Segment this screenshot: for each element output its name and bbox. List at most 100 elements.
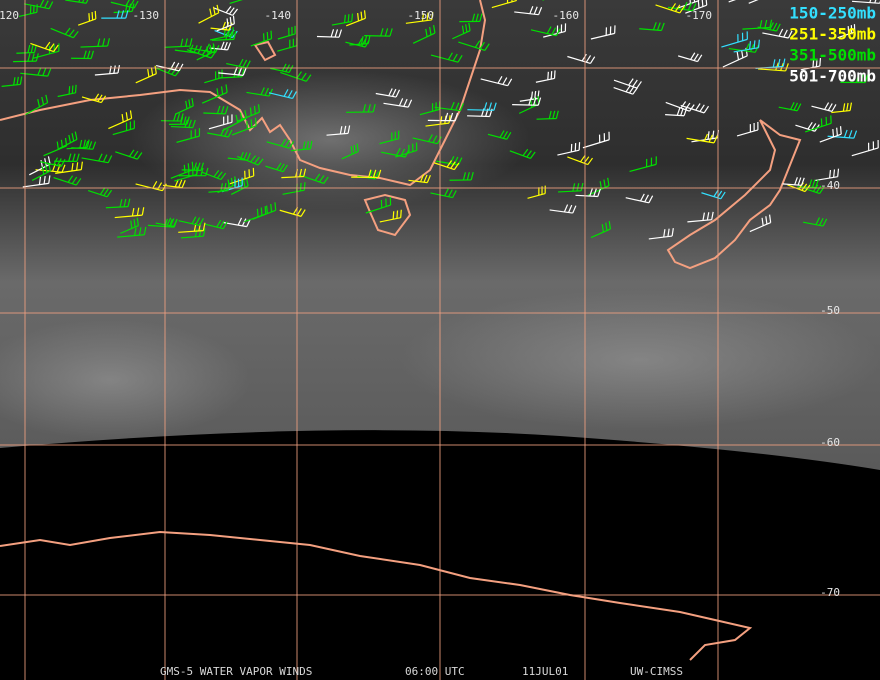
- barb-flag: [224, 128, 229, 137]
- wind-barb: [575, 188, 601, 198]
- barb-flag: [94, 10, 97, 19]
- barb-flag: [19, 76, 23, 85]
- barb-flag: [60, 159, 66, 167]
- coastline: [253, 40, 277, 62]
- barb-flag: [303, 168, 307, 177]
- wind-barb: [736, 121, 759, 137]
- barb-flag: [676, 107, 681, 116]
- barb-flag: [701, 0, 704, 7]
- barb-flag: [597, 188, 601, 197]
- wind-barb: [685, 0, 708, 14]
- barb-flag: [432, 25, 436, 34]
- wind-barb: [837, 24, 856, 39]
- barb-flag: [133, 227, 137, 236]
- barb-flag: [468, 22, 471, 31]
- wind-barb: [427, 112, 459, 122]
- barb-flag: [711, 211, 714, 220]
- barb-flag: [180, 38, 184, 47]
- barb-flag: [48, 175, 51, 184]
- wind-barb: [201, 84, 228, 104]
- wind-barb: [250, 30, 273, 47]
- barb-flag: [538, 7, 543, 15]
- barb-flag: [811, 179, 816, 188]
- barb-flag: [697, 54, 703, 62]
- barb-flag: [300, 209, 306, 217]
- barb-flag: [102, 38, 106, 47]
- wind-barb: [181, 228, 206, 239]
- wind-barb: [590, 221, 611, 239]
- wind-barb: [175, 97, 194, 115]
- barb-flag: [772, 59, 776, 68]
- barb-flag: [699, 104, 705, 112]
- wind-barb: [803, 217, 828, 227]
- barb-flag: [176, 113, 181, 122]
- barb-flag: [197, 162, 201, 171]
- barb-shaft: [748, 0, 759, 4]
- barb-flag: [106, 189, 113, 198]
- barb-flag: [107, 155, 113, 163]
- barb-flag: [88, 141, 93, 150]
- barb-flag: [457, 55, 463, 63]
- wind-barb: [675, 0, 700, 10]
- legend: 150-250mb 251-350mb 351-500mb 501-700mb: [789, 4, 876, 86]
- barb-flag: [807, 122, 813, 130]
- barb-flag: [869, 0, 872, 3]
- wind-barb: [265, 162, 288, 173]
- barb-flag: [192, 119, 196, 128]
- barb-flag: [174, 62, 180, 71]
- barb-flag: [249, 107, 252, 116]
- barb-flag: [296, 71, 302, 79]
- barb-flag: [216, 105, 221, 114]
- barb-flag: [444, 112, 449, 121]
- wind-barb: [549, 204, 577, 214]
- barb-flag: [305, 74, 312, 82]
- barb-flag: [44, 158, 47, 167]
- barb-flag: [225, 31, 229, 40]
- wind-barb: [87, 187, 113, 198]
- barb-flag: [848, 130, 853, 139]
- barb-flag: [299, 168, 303, 177]
- barb-flag: [56, 158, 62, 166]
- barb-flag: [141, 207, 145, 216]
- wind-barb: [364, 28, 393, 37]
- wind-barb: [229, 0, 243, 4]
- wind-barb: [639, 22, 665, 32]
- wind-barb: [30, 41, 59, 53]
- barb-flag: [152, 181, 158, 189]
- latitude-label: -50: [820, 304, 840, 317]
- barb-flag: [351, 13, 354, 22]
- wind-barbs: [1, 0, 880, 240]
- wind-barb: [680, 103, 710, 114]
- barb-flag: [389, 28, 393, 37]
- barb-flag: [193, 162, 198, 171]
- barb-flag: [262, 33, 265, 42]
- wind-barb: [226, 58, 251, 69]
- barb-flag: [60, 139, 64, 148]
- barb-flag: [713, 189, 719, 197]
- barb-flag: [197, 45, 202, 54]
- barb-flag: [585, 55, 592, 63]
- wind-barb: [115, 149, 143, 160]
- barb-flag: [161, 183, 167, 191]
- barb-flag: [250, 119, 253, 128]
- wind-barb: [742, 19, 773, 30]
- barb-shaft: [512, 104, 539, 106]
- barb-flag: [232, 8, 238, 16]
- barb-flag: [656, 22, 661, 31]
- wind-barb: [346, 104, 376, 113]
- barb-flag: [671, 228, 674, 237]
- barb-flag: [470, 172, 474, 181]
- wind-barb: [43, 137, 68, 157]
- wind-barb: [449, 172, 474, 181]
- barb-flag: [76, 153, 80, 162]
- barb-flag: [228, 7, 235, 15]
- barb-flag: [703, 133, 709, 142]
- barb-flag: [227, 129, 233, 138]
- wind-barb: [32, 43, 60, 59]
- barb-flag: [244, 110, 248, 119]
- wind-barb: [590, 25, 616, 40]
- cloud-band: [0, 320, 250, 440]
- barb-flag: [138, 227, 142, 236]
- wind-barb: [66, 139, 90, 150]
- barb-flag: [768, 214, 772, 223]
